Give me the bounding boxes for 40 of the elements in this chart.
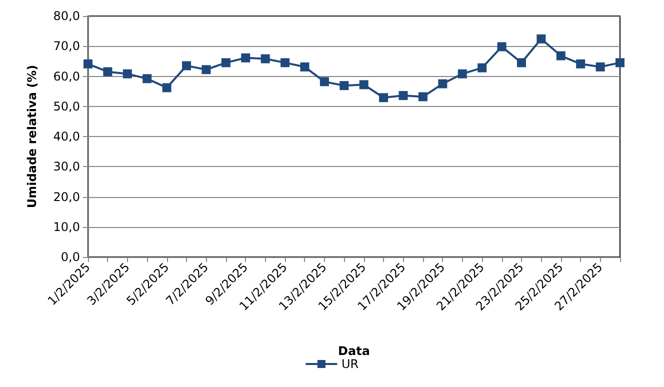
- point: [616, 58, 624, 68]
- point: [280, 58, 290, 68]
- point: [379, 93, 388, 102]
- point: [221, 58, 230, 68]
- legend-label: UR: [341, 357, 359, 371]
- point: [103, 67, 112, 76]
- point: [497, 42, 506, 52]
- point: [576, 59, 586, 68]
- point: [536, 34, 546, 44]
- point: [458, 69, 467, 78]
- y-tick-label: 80,0: [53, 9, 80, 23]
- y-tick-label: 0,0: [60, 250, 80, 264]
- point: [340, 81, 349, 90]
- point: [260, 54, 270, 64]
- point: [202, 65, 211, 74]
- point: [478, 63, 487, 72]
- point: [516, 58, 526, 68]
- y-tick-label: 30,0: [53, 160, 80, 174]
- y-tick-label: 60,0: [53, 69, 80, 84]
- point: [418, 92, 428, 102]
- point: [300, 62, 310, 72]
- y-axis-title: Umidade relativa (%): [25, 64, 39, 208]
- point: [142, 74, 152, 84]
- y-tick-label: 70,0: [53, 39, 80, 54]
- y-tick-label: 10,0: [53, 220, 80, 234]
- point: [122, 69, 132, 78]
- point: [84, 59, 92, 68]
- y-tick-label: 50,0: [53, 99, 80, 114]
- point: [359, 80, 368, 90]
- point: [596, 62, 605, 72]
- point: [320, 77, 329, 86]
- point: [556, 51, 566, 60]
- point: [162, 83, 172, 92]
- point: [182, 61, 192, 70]
- x-axis-title: Data: [338, 344, 370, 358]
- point: [241, 53, 250, 62]
- y-tick-label: 40,0: [53, 130, 80, 144]
- point: [438, 79, 448, 88]
- point: [398, 91, 408, 100]
- y-tick-label: 20,0: [53, 190, 80, 204]
